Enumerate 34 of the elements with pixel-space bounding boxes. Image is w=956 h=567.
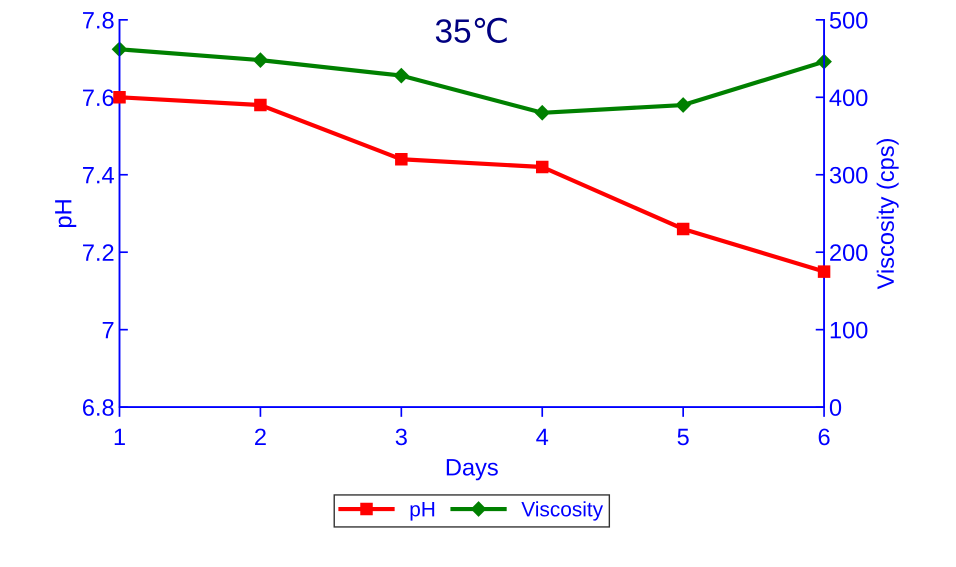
x-tick-label: 4 [536,428,548,446]
point [252,52,268,68]
y2-tick-label: 200 [830,244,868,261]
x-tick-label: 2 [255,428,266,446]
point [536,160,548,174]
x-axis-title: Days [446,459,498,480]
x-tick-label: 6 [818,428,830,446]
y2-tick-label: 400 [829,89,868,106]
point [113,91,126,104]
point [676,222,690,236]
y-tick-label: 6.8 [83,399,114,416]
point [394,68,409,84]
x-tick-label: 1 [114,428,125,446]
y-tick-label: 7.4 [83,167,114,184]
y-tick-label: 7 [102,322,114,338]
x-tick-label: 5 [678,428,689,446]
y2-tick-label: 300 [830,166,868,184]
y2-axis-title: Viscosity (cps) [876,139,899,290]
y-tick-label: 7.8 [83,12,114,29]
point [534,105,550,120]
point [676,97,691,113]
y2-tick-label: 100 [830,322,868,338]
y2-tick-label: 500 [830,12,868,29]
legend-label: Viscosity [521,501,604,521]
legend-label: pH [410,502,434,521]
x-tick-label: 3 [396,428,407,446]
y-tick-label: 7.2 [83,244,114,261]
y-tick-label: 7.6 [83,89,114,106]
y2-tick-label: 0 [830,399,842,416]
point [254,98,267,112]
chart-title: 35℃ [436,18,507,43]
point [818,265,830,278]
y-axis-title: pH [55,200,76,228]
point [395,153,408,166]
